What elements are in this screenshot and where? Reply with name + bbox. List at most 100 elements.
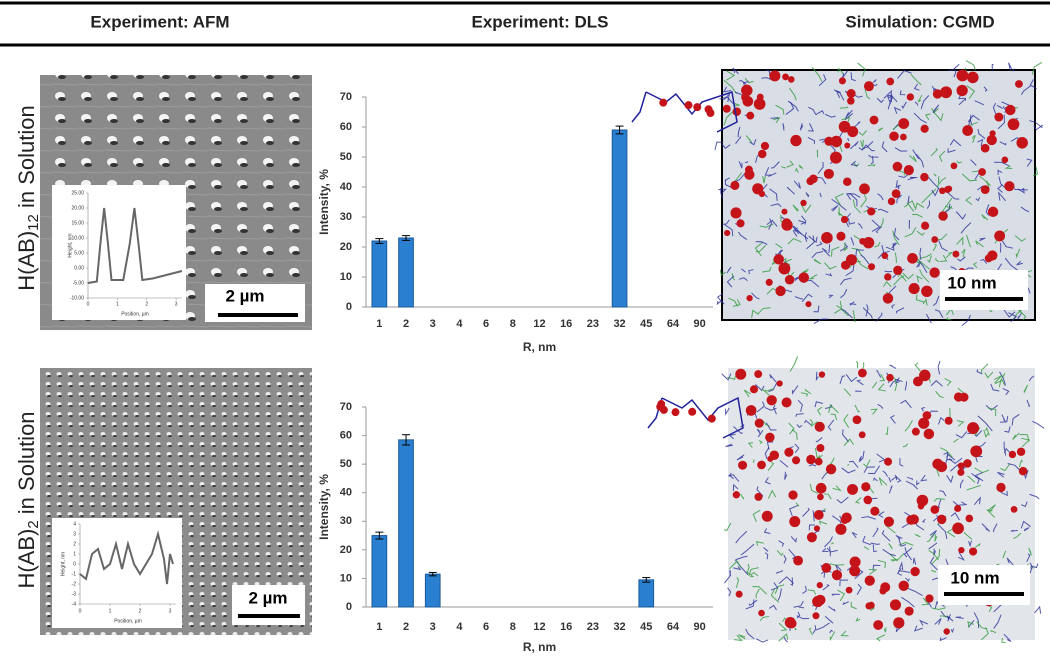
chain [907,195,910,204]
x-tick-label: 1 [109,608,112,614]
chain [792,204,799,212]
bead [754,370,763,379]
bead [906,515,916,525]
bead [893,265,903,275]
chain [878,511,885,518]
chain [953,438,959,443]
bead [792,456,801,465]
bead [978,168,986,176]
chain [857,223,863,229]
bead [823,168,834,179]
y-tick-label: -3 [72,591,77,597]
chain [1034,605,1042,614]
bead [921,221,930,230]
chain [864,89,871,100]
chain [746,563,750,574]
y-tick-label: 0.00 [74,265,84,271]
bead [898,580,909,591]
chain [808,123,814,132]
chain [795,167,799,173]
chain [751,309,759,319]
chain [886,95,892,104]
chain [850,141,859,150]
chain [732,299,741,307]
bead [758,609,765,617]
chain [979,237,986,242]
chain [804,419,812,426]
bead [849,556,861,568]
bead [784,447,794,457]
chain [933,498,946,502]
bead [769,70,781,82]
chain [773,404,777,415]
chain [896,568,903,576]
chain [801,293,813,303]
chain [937,360,941,375]
x-tick-label: 12 [533,621,545,633]
chain [937,498,942,509]
chain [831,593,840,597]
chain [789,505,798,517]
chain [872,544,878,553]
chain [1026,158,1033,167]
chain [1014,235,1026,242]
chain [1015,248,1021,259]
chain [984,371,994,379]
bead [867,263,876,271]
x-tick-label: 32 [613,318,625,330]
inset-frame [52,518,182,628]
chain [841,467,856,474]
x-tick-label: 90 [694,621,706,633]
chain [945,317,952,321]
x-axis-label: R, nm [523,640,556,654]
x-tick-label: 16 [560,621,572,633]
chain [746,571,755,578]
chain [813,305,820,313]
chain [865,304,869,317]
chain [761,388,770,396]
chain [916,258,930,270]
chain [1033,124,1044,131]
bead [969,547,978,556]
bead [861,482,871,492]
chain [891,242,898,249]
chain [894,377,898,392]
chain [1023,384,1029,393]
chain [804,388,812,395]
chain [843,413,850,428]
chain [950,628,955,634]
chain [894,147,908,152]
chain [829,629,833,634]
y-tick-label: 3 [73,531,76,537]
row-label: H(AB)2 in Solution [14,411,42,588]
chain [798,606,805,609]
chain [947,148,956,153]
bead [671,408,680,417]
y-axis-label: Height, nm [67,233,73,257]
bead [892,161,903,172]
chain [839,277,852,285]
bead [798,272,810,283]
chain [762,175,766,184]
chain [830,246,840,257]
chain [863,466,875,473]
bead [910,566,920,577]
chain [933,112,944,122]
chain [994,379,1006,386]
chain [855,256,869,270]
profile-line [79,530,174,585]
chain [862,307,873,319]
bead [754,418,764,428]
chain [877,559,887,569]
bead [752,183,764,195]
bead [987,250,998,261]
error-bar [642,577,651,583]
bead [863,495,873,505]
chain [794,229,803,235]
chain [855,390,862,393]
chain [714,141,723,151]
chain [855,249,864,258]
chain [778,632,789,642]
bead [840,215,849,224]
chain [790,536,797,543]
